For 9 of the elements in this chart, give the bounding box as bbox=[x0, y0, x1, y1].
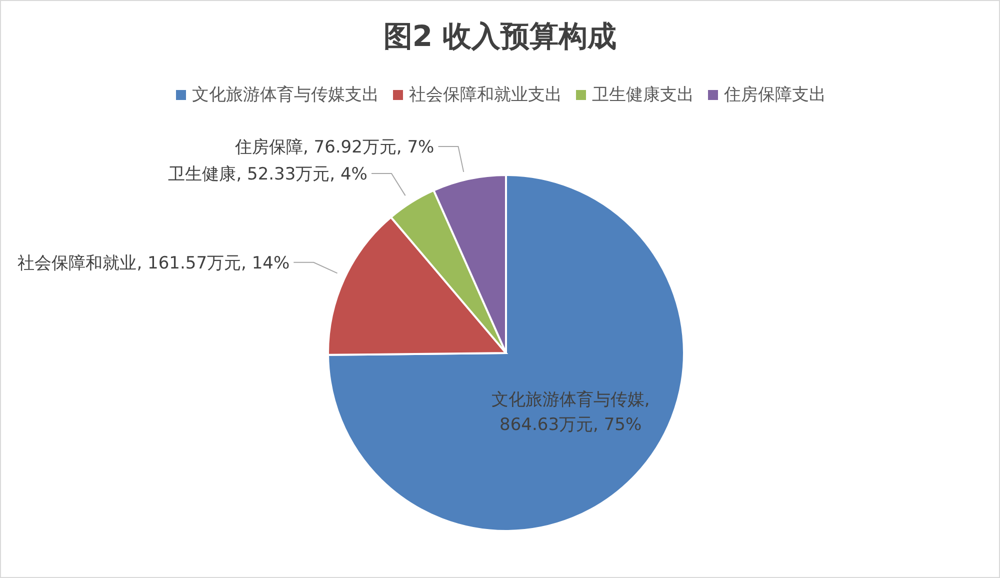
data-label: 卫生健康, 52.33万元, 4% bbox=[168, 164, 368, 185]
data-label: 社会保障和就业, 161.57万元, 14% bbox=[18, 253, 290, 274]
data-label: 文化旅游体育与传媒, 864.63万元, 75% bbox=[491, 390, 650, 435]
legend-label: 卫生健康支出 bbox=[591, 84, 694, 106]
legend-label: 文化旅游体育与传媒支出 bbox=[191, 84, 379, 106]
legend-label: 住房保障支出 bbox=[723, 84, 826, 106]
data-label: 住房保障, 76.92万元, 7% bbox=[234, 137, 434, 158]
chart-title: 图2 收入预算构成 bbox=[382, 18, 618, 55]
legend-label: 社会保障和就业支出 bbox=[408, 84, 562, 106]
